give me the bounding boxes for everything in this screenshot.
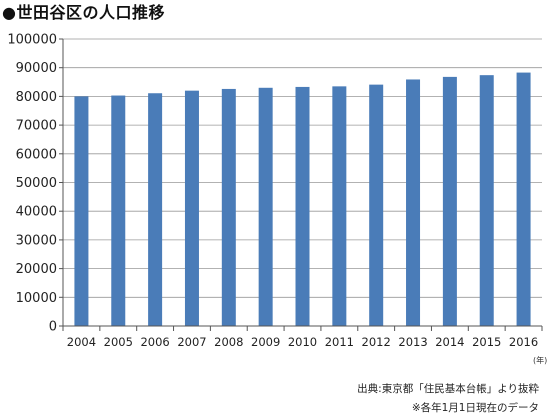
y-tick-label: 60000	[16, 147, 57, 162]
x-tick-label: 2013	[398, 335, 427, 349]
y-tick-label: 20000	[16, 262, 57, 277]
y-tick-label: 70000	[16, 119, 57, 134]
bar-2015	[479, 75, 494, 326]
y-tick-label: 0	[49, 320, 57, 335]
y-tick-label: 50000	[16, 176, 57, 191]
chart-title: ●世田谷区の人口推移	[2, 3, 165, 22]
bar-2014	[442, 76, 457, 326]
y-tick-label: 40000	[16, 205, 57, 220]
x-axis-unit-label: (年)	[533, 356, 548, 365]
x-tick-label: 2011	[325, 335, 354, 349]
bar-2009	[258, 87, 273, 326]
y-tick-labels: 0 10000 20000 30000 40000 50000 60000 70000 8000…	[7, 33, 57, 335]
date-note: ※各年1月1日現在のデータ	[411, 402, 539, 414]
source-note: 出典:東京都「住民基本台帳」より抜粋	[357, 383, 539, 395]
y-tick-label: 30000	[16, 233, 57, 248]
bar-2007	[184, 90, 199, 326]
x-tick-label: 2007	[177, 335, 206, 349]
bar-2010	[295, 86, 310, 326]
x-tick-label: 2014	[435, 335, 464, 349]
y-tick-label: 10000	[16, 291, 57, 306]
x-tick-label: 2009	[251, 335, 280, 349]
y-tick-label: 80000	[16, 90, 57, 105]
bar-2011	[332, 86, 347, 326]
x-tick-label: 2016	[509, 335, 538, 349]
bar-2012	[369, 84, 384, 327]
bar-2004	[74, 96, 89, 327]
x-tick-label: 2004	[67, 335, 96, 349]
bar-2008	[221, 88, 236, 326]
bar-2013	[406, 79, 421, 326]
x-tick-label: 2010	[288, 335, 317, 349]
x-tick-label: 2005	[104, 335, 133, 349]
y-tick-label: 90000	[16, 61, 57, 76]
bars	[74, 72, 531, 327]
bar-2006	[148, 93, 163, 326]
y-tick-label: 100000	[7, 33, 57, 48]
axes	[59, 38, 543, 331]
x-tick-label: 2012	[362, 335, 391, 349]
bar-2005	[111, 95, 126, 326]
x-tick-label: 2008	[214, 335, 243, 349]
x-tick-label: 2006	[140, 335, 169, 349]
bar-2016	[516, 72, 531, 326]
x-tick-label: 2015	[472, 335, 501, 349]
x-tick-labels: 2004 2005 2006 2007 2008 2009 2010 2011 2012 2013…	[67, 335, 538, 349]
